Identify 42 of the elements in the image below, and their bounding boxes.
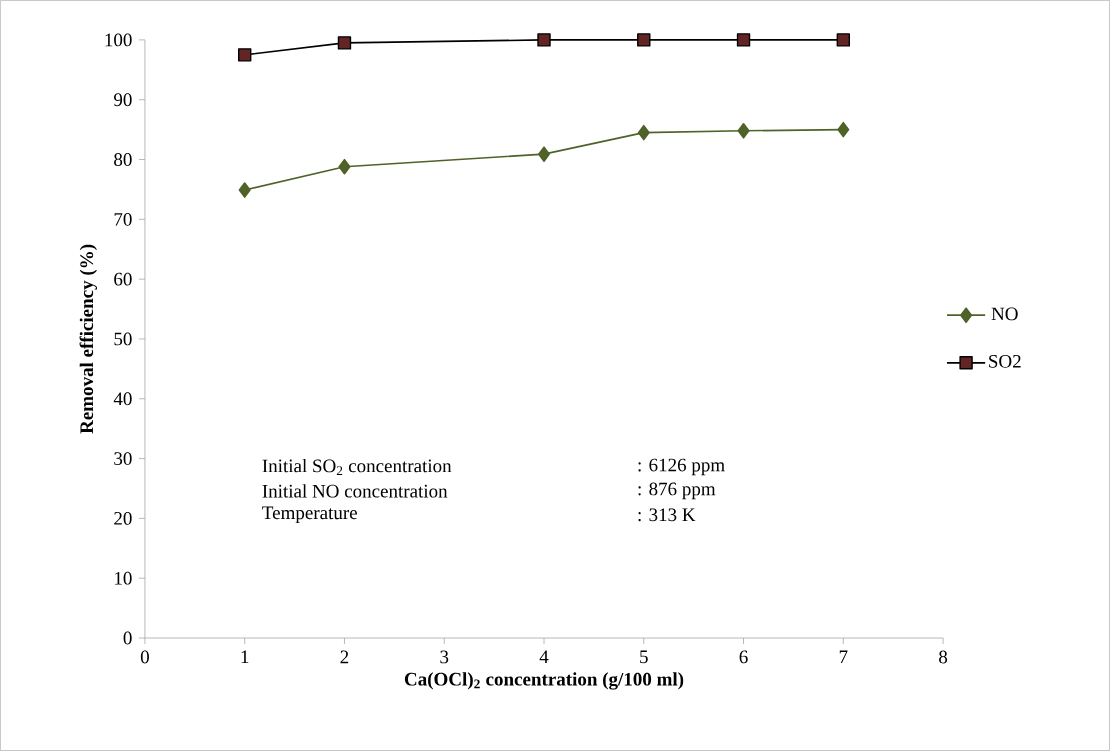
- y-tick-label: 80: [114, 153, 132, 166]
- point: [537, 146, 551, 162]
- point: [637, 124, 650, 141]
- y-tick-label: 60: [114, 272, 132, 286]
- legend-label: SO2: [989, 355, 1021, 368]
- x-tick-label: 0: [140, 650, 149, 664]
- annotation: Temperature: [262, 506, 357, 524]
- x-tick-label: 5: [640, 650, 648, 664]
- x-tick-label: 3: [440, 650, 449, 664]
- point: [238, 48, 252, 62]
- x-tick-label: 2: [340, 650, 349, 664]
- y-axis-title: Removal efficiency (%): [79, 244, 98, 434]
- annotation: : 876 ppm: [638, 482, 716, 500]
- point: [338, 158, 351, 175]
- point: [637, 33, 651, 47]
- y-tick-label: 40: [113, 392, 132, 406]
- x-tick-label: 8: [939, 650, 948, 664]
- x-tick-label: 6: [739, 650, 748, 664]
- legend-label: NO: [991, 307, 1018, 321]
- y-tick-label: 10: [115, 571, 132, 585]
- point: [837, 121, 850, 138]
- y-tick-label: 20: [114, 512, 132, 525]
- x-tick-label: 1: [241, 650, 249, 664]
- point: [537, 33, 551, 47]
- annotation: Initial NO concentration: [262, 484, 448, 498]
- y-tick-label: 30: [114, 452, 132, 466]
- y-tick-label: 0: [123, 631, 132, 645]
- annotation: Initial SO$_{2}$ concentration: [262, 458, 452, 476]
- y-tick-label: 100: [105, 33, 132, 47]
- y-tick-label: 70: [114, 212, 132, 226]
- point: [836, 33, 851, 47]
- y-tick-label: 90: [114, 93, 132, 107]
- y-tick-label: 50: [114, 332, 132, 346]
- point: [337, 36, 352, 50]
- annotation: : 6126 ppm: [638, 458, 725, 476]
- point: [737, 123, 750, 139]
- annotation: : 313 K: [638, 508, 696, 522]
- point: [238, 182, 251, 198]
- x-tick-label: 4: [539, 650, 549, 664]
- x-tick-label: 7: [839, 650, 848, 664]
- point: [736, 33, 751, 47]
- x-axis-title: Ca(OCl)$_{2}$ concentration (g/100 ml): [404, 672, 684, 690]
